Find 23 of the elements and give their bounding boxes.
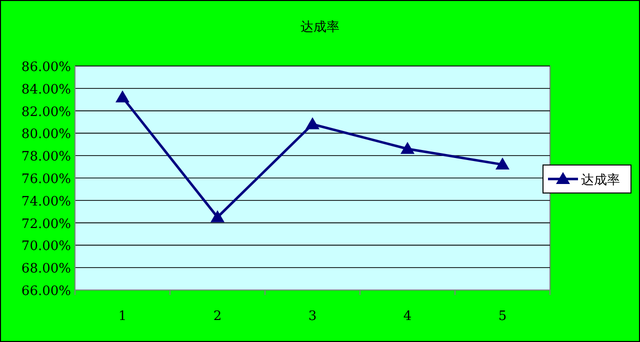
x-tick-label: 5 [498, 309, 507, 324]
point [496, 158, 510, 170]
x-tick-label: 2 [213, 309, 222, 324]
y-tick-label: 72.00% [21, 216, 71, 232]
x-tick-label: 4 [403, 309, 412, 324]
point [400, 142, 414, 154]
chart-title: 达成率 [300, 19, 340, 35]
x-tick-label: 3 [308, 309, 317, 324]
y-tick-label: 70.00% [21, 239, 71, 254]
point [210, 210, 224, 222]
y-tick-label: 68.00% [21, 262, 71, 277]
legend-label: 达成率 [581, 172, 620, 188]
point [306, 117, 320, 130]
y-tick-label: 86.00% [21, 60, 71, 75]
y-tick-label: 76.00% [21, 172, 71, 187]
point [116, 90, 130, 102]
y-tick-label: 84.00% [21, 82, 71, 98]
y-tick-label: 78.00% [21, 150, 71, 165]
y-tick-label: 80.00% [21, 127, 71, 142]
y-tick-label: 74.00% [21, 194, 71, 210]
x-tick-label: 1 [118, 309, 127, 324]
y-tick-label: 66.00% [21, 284, 71, 299]
y-tick-label: 82.00% [21, 104, 71, 120]
